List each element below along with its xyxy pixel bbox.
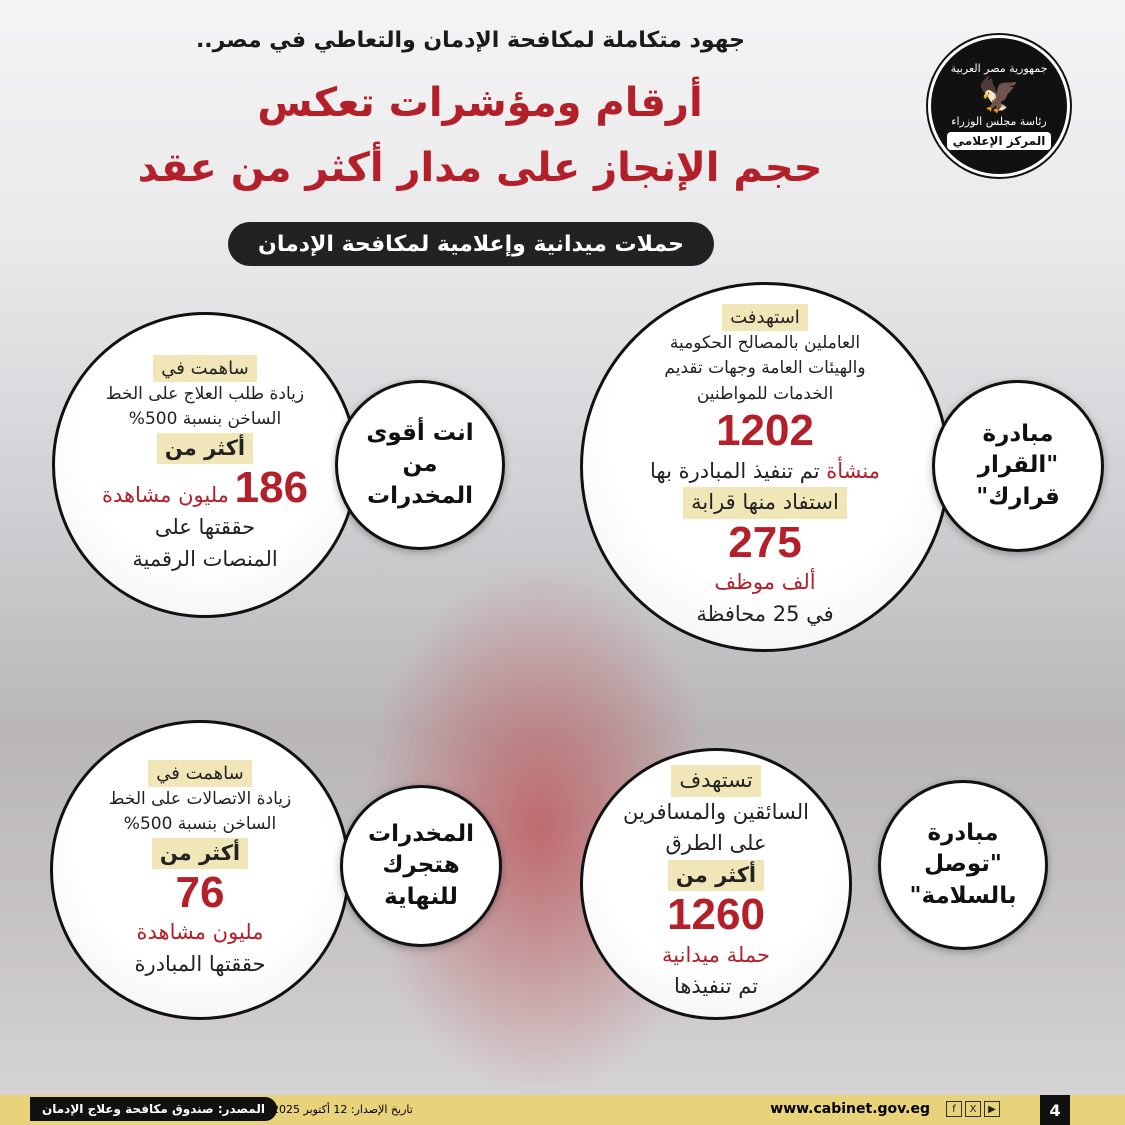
unit: مليون مشاهدة bbox=[101, 483, 229, 508]
number: 186 bbox=[234, 463, 309, 513]
tag: تستهدف bbox=[671, 765, 761, 797]
number: 76 bbox=[175, 868, 225, 918]
issue-date: تاريخ الإصدار: 12 أكتوبر 2025 bbox=[272, 1103, 413, 1116]
logo-middle-text: رئاسة مجلس الوزراء bbox=[951, 115, 1047, 128]
text: تم تنفيذ المبادرة بها bbox=[650, 458, 820, 483]
tag: أكثر من bbox=[667, 859, 765, 892]
card-qarar: استهدفت العاملين بالمصالح الحكومية والهي… bbox=[580, 282, 950, 652]
card-stronger: ساهمت في زيادة طلب العلاج على الخط الساخ… bbox=[52, 312, 358, 618]
card-drugs-end: ساهمت في زيادة الاتصالات على الخط الساخن… bbox=[50, 720, 350, 1020]
tag: استهدفت bbox=[722, 303, 808, 331]
title-line-1: أرقام ومؤشرات تعكس bbox=[257, 80, 703, 126]
initiative-title: انت أقوى من المخدرات bbox=[335, 380, 505, 550]
number: 1260 bbox=[667, 890, 765, 940]
social-icons: f X ▶ bbox=[946, 1101, 1000, 1117]
tag: استفاد منها قرابة bbox=[683, 487, 847, 519]
initiative-title: مبادرة "القرار قرارك" bbox=[932, 380, 1104, 552]
text: في 25 محافظة bbox=[696, 601, 834, 626]
logo-bottom-text: المركز الإعلامي bbox=[946, 132, 1052, 150]
page-number: 4 bbox=[1040, 1095, 1070, 1125]
unit: مليون مشاهدة bbox=[136, 920, 264, 945]
x-icon[interactable]: X bbox=[965, 1101, 981, 1117]
number: 275 bbox=[728, 517, 802, 567]
tag: ساهمت في bbox=[148, 759, 252, 787]
number: 1202 bbox=[716, 406, 814, 456]
initiative-title: المخدرات هتجرك للنهاية bbox=[340, 785, 502, 947]
tag: أكثر من bbox=[151, 837, 249, 870]
unit: منشأة bbox=[826, 458, 880, 483]
source: المصدر: صندوق مكافحة وعلاج الإدمان bbox=[30, 1097, 277, 1121]
youtube-icon[interactable]: ▶ bbox=[984, 1101, 1000, 1117]
section-pill: حملات ميدانية وإعلامية لمكافحة الإدمان bbox=[228, 222, 714, 266]
website-link[interactable]: www.cabinet.gov.eg bbox=[770, 1101, 930, 1117]
card-safety: تستهدف السائقين والمسافرين على الطرق أكث… bbox=[580, 748, 852, 1020]
desc: زيادة طلب العلاج على الخط الساخن بنسبة 5… bbox=[105, 383, 305, 430]
footer: 4 f X ▶ www.cabinet.gov.eg تاريخ الإصدار… bbox=[0, 1095, 1125, 1125]
desc: العاملين بالمصالح الحكومية والهيئات العا… bbox=[664, 332, 866, 404]
tag: أكثر من bbox=[156, 432, 254, 465]
eagle-icon: 🦅 bbox=[977, 75, 1021, 115]
desc: السائقين والمسافرين على الطرق bbox=[623, 799, 809, 856]
subtitle: جهود متكاملة لمكافحة الإدمان والتعاطي في… bbox=[195, 28, 745, 53]
logo-top-text: جمهورية مصر العربية bbox=[950, 62, 1048, 75]
cabinet-logo: جمهورية مصر العربية 🦅 رئاسة مجلس الوزراء… bbox=[928, 35, 1070, 177]
facebook-icon[interactable]: f bbox=[946, 1101, 962, 1117]
tag: ساهمت في bbox=[153, 354, 257, 382]
text: حققتها على المنصات الرقمية bbox=[132, 515, 278, 571]
text: حققتها المبادرة bbox=[134, 951, 266, 976]
initiative-title: مبادرة "توصل بالسلامة" bbox=[878, 780, 1048, 950]
unit: ألف موظف bbox=[714, 570, 816, 595]
unit: حملة ميدانية bbox=[662, 942, 770, 967]
text: تم تنفيذها bbox=[673, 974, 759, 999]
title-line-2: حجم الإنجاز على مدار أكثر من عقد bbox=[137, 145, 823, 191]
desc: زيادة الاتصالات على الخط الساخن بنسبة 50… bbox=[108, 788, 292, 835]
